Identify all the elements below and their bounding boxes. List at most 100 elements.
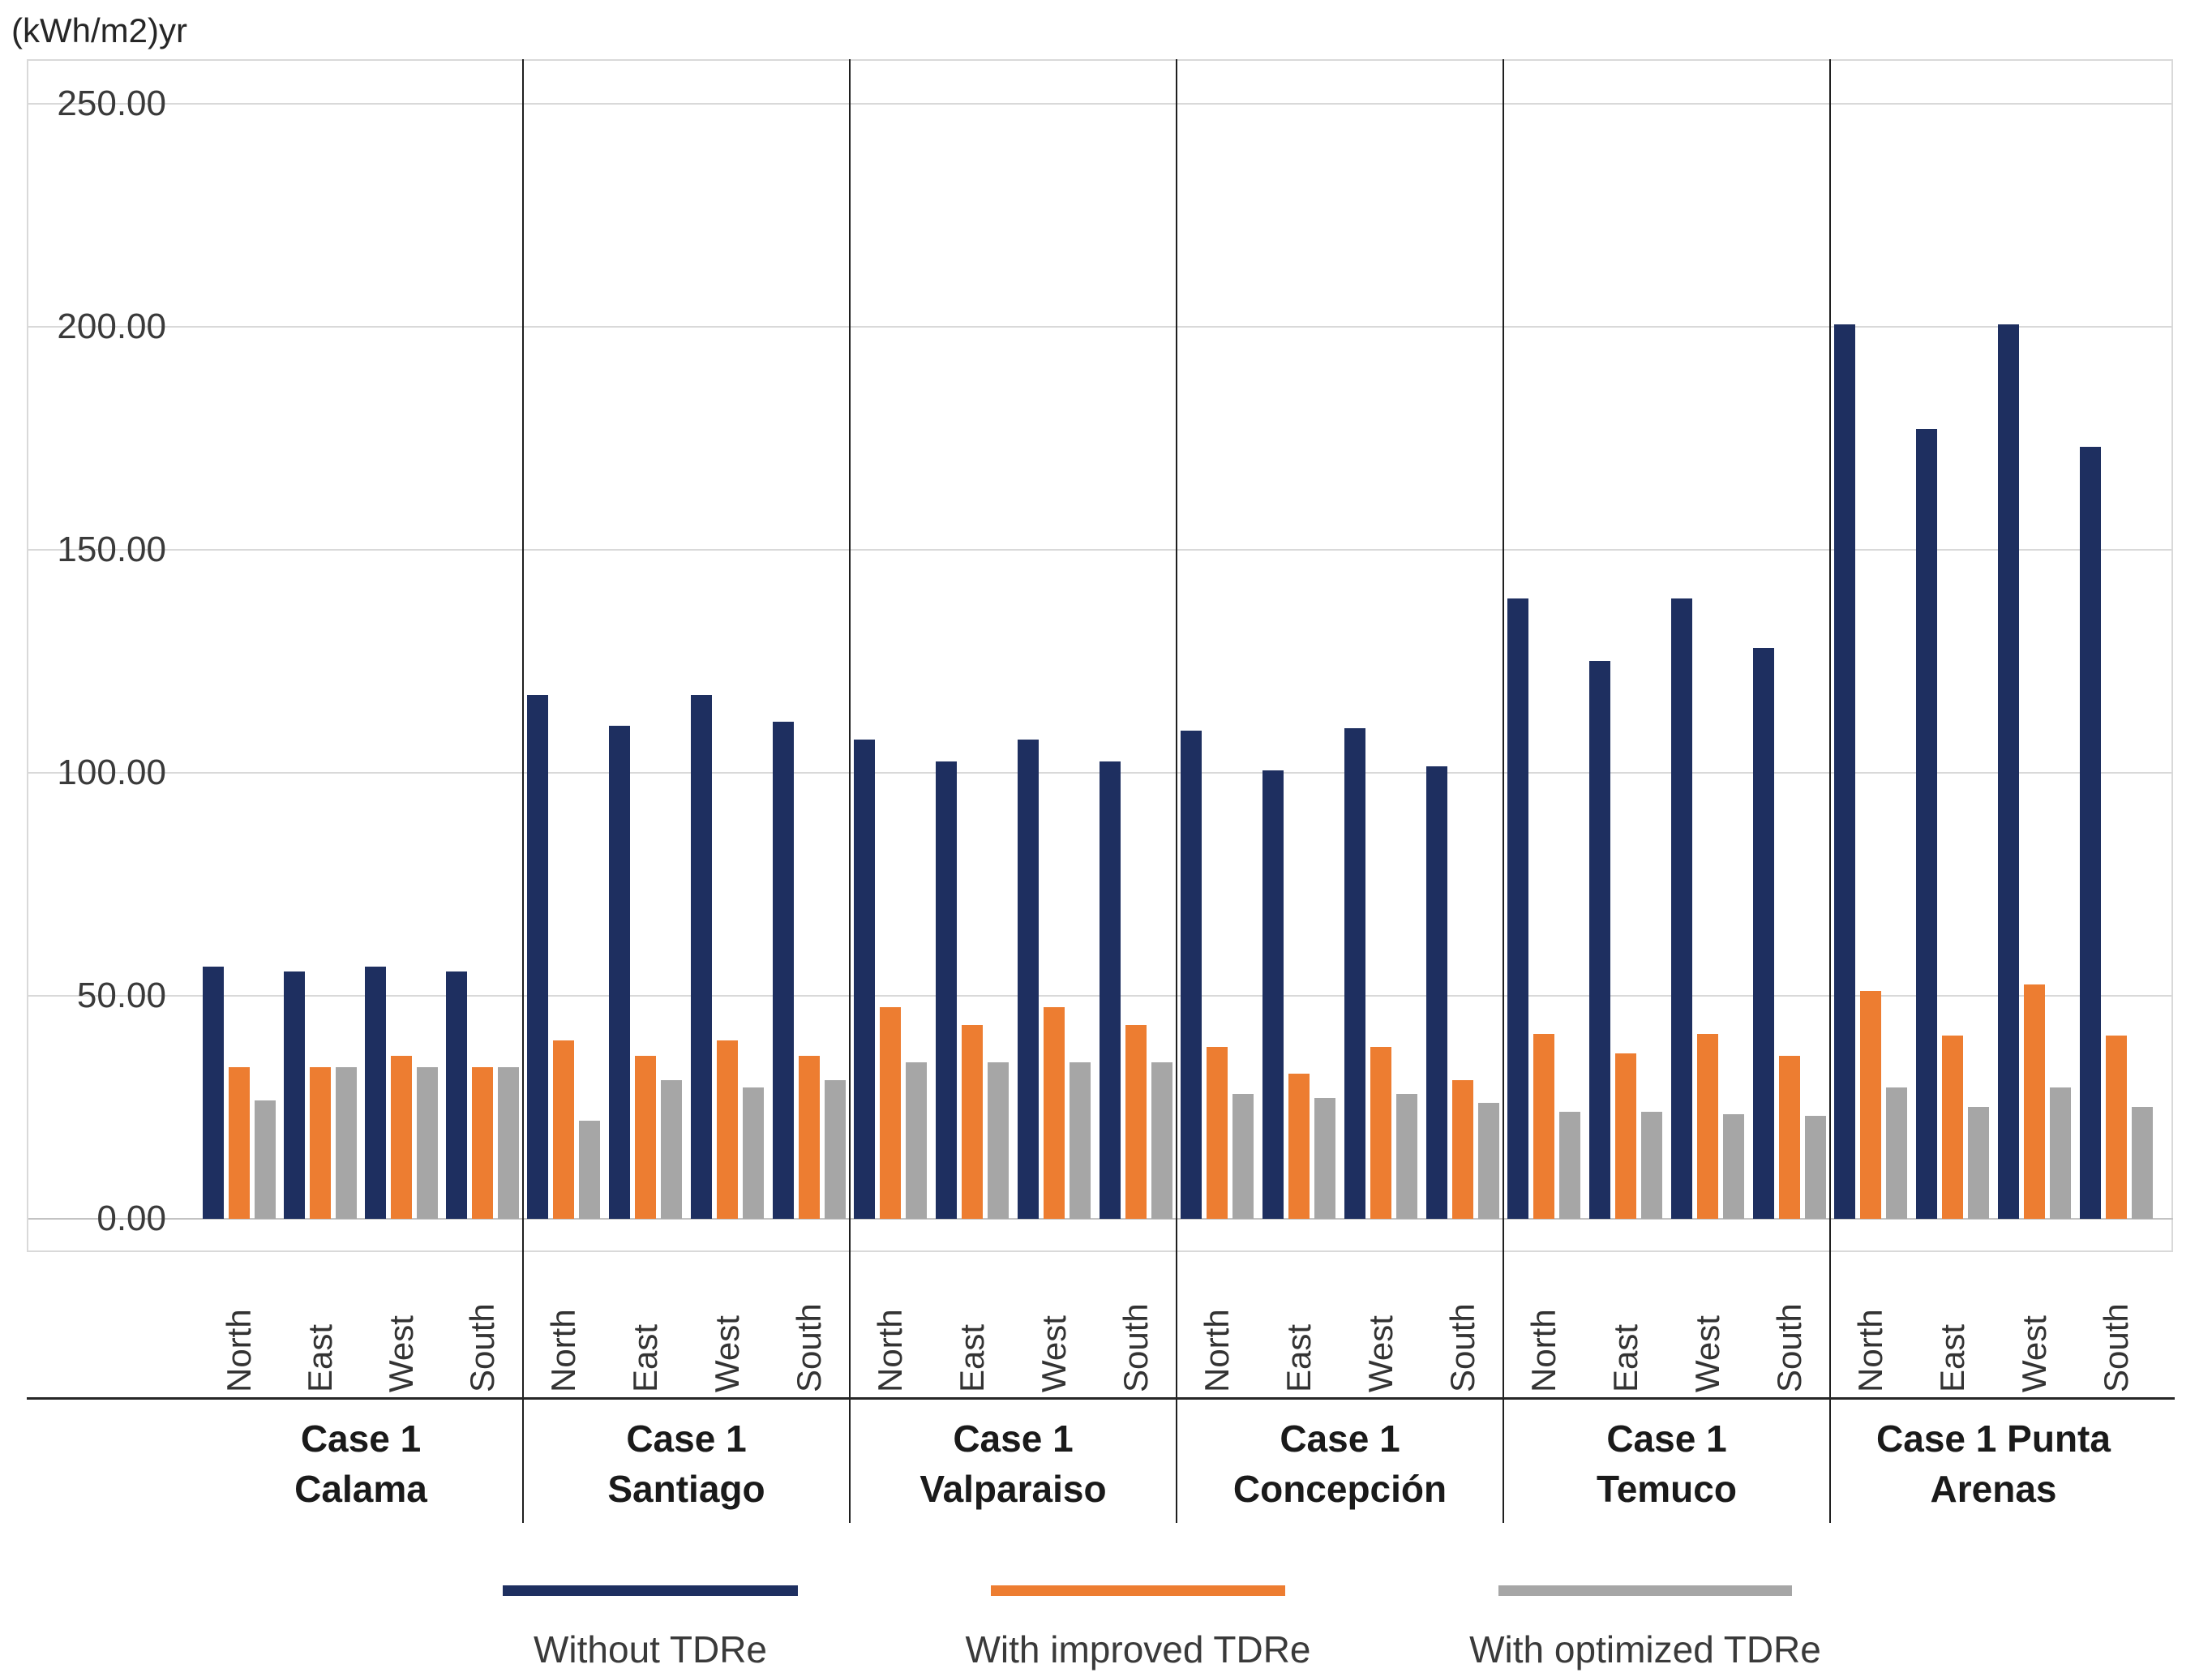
legend-line-with-improved-tdre xyxy=(991,1585,1285,1596)
bar-with-improved-tdre-santiago-west xyxy=(717,1040,738,1219)
bar-without-tdre-temuco-north xyxy=(1507,598,1528,1219)
orientation-label: South xyxy=(1769,1303,1808,1392)
bar-without-tdre-punta-arenas-west xyxy=(1998,324,2019,1219)
group-divider xyxy=(1176,59,1177,1523)
bar-with-optimized-tdre-punta-arenas-west xyxy=(2050,1087,2071,1219)
bar-without-tdre-punta-arenas-east xyxy=(1916,429,1937,1219)
bar-with-optimized-tdre-temuco-south xyxy=(1805,1116,1826,1219)
bar-without-tdre-santiago-east xyxy=(609,726,630,1219)
y-tick-label: 100.00 xyxy=(57,753,166,792)
y-tick-label: 150.00 xyxy=(57,530,166,569)
orientation-label: North xyxy=(220,1309,258,1392)
orientation-label: South xyxy=(2096,1303,2135,1392)
bar-without-tdre-calama-north xyxy=(203,967,224,1219)
bar-with-improved-tdre-calama-south xyxy=(472,1067,493,1219)
bar-with-optimized-tdre-calama-east xyxy=(336,1067,357,1219)
orientation-label: East xyxy=(953,1323,992,1392)
bar-with-optimized-tdre-temuco-east xyxy=(1641,1112,1662,1219)
bar-without-tdre-valparaiso-west xyxy=(1018,740,1039,1219)
bar-without-tdre-calama-south xyxy=(446,971,467,1219)
legend-line-without-tdre xyxy=(503,1585,798,1596)
bar-without-tdre-valparaiso-east xyxy=(936,761,957,1219)
bar-with-improved-tdre-punta-arenas-east xyxy=(1942,1036,1963,1219)
orientation-label: West xyxy=(1687,1315,1726,1392)
bar-without-tdre-valparaiso-north xyxy=(854,740,875,1219)
bar-without-tdre-concepción-south xyxy=(1426,766,1447,1219)
orientation-label: South xyxy=(1116,1303,1155,1392)
bar-without-tdre-concepción-north xyxy=(1181,731,1202,1219)
orientation-label: North xyxy=(871,1309,910,1392)
bar-without-tdre-calama-west xyxy=(365,967,386,1219)
orientation-label: North xyxy=(1851,1309,1890,1392)
bar-with-optimized-tdre-santiago-north xyxy=(579,1121,600,1219)
legend-label-with-optimized-tdre: With optimized TDRe xyxy=(1469,1628,1821,1671)
bar-without-tdre-calama-east xyxy=(284,971,305,1219)
bar-without-tdre-temuco-east xyxy=(1589,661,1610,1219)
y-gridline xyxy=(28,103,2173,105)
bar-with-optimized-tdre-concepción-south xyxy=(1478,1103,1499,1219)
bar-with-optimized-tdre-santiago-east xyxy=(661,1080,682,1219)
y-tick-label: 0.00 xyxy=(96,1199,166,1238)
bar-with-optimized-tdre-concepción-west xyxy=(1396,1094,1417,1219)
group-label-line1: Case 1 Punta xyxy=(1876,1418,2111,1460)
bar-without-tdre-temuco-west xyxy=(1671,598,1692,1219)
y-axis-unit-label: (kWh/m2)yr xyxy=(11,11,187,49)
bar-with-improved-tdre-concepción-north xyxy=(1207,1047,1228,1219)
y-tick-label: 200.00 xyxy=(57,307,166,346)
bar-with-improved-tdre-temuco-north xyxy=(1533,1034,1554,1219)
y-gridline xyxy=(28,326,2173,328)
bar-with-improved-tdre-calama-north xyxy=(229,1067,250,1219)
bar-with-optimized-tdre-valparaiso-south xyxy=(1151,1062,1172,1219)
bar-with-optimized-tdre-concepción-east xyxy=(1314,1098,1335,1219)
bar-without-tdre-temuco-south xyxy=(1753,648,1774,1219)
bar-with-optimized-tdre-temuco-west xyxy=(1723,1114,1744,1219)
bar-with-optimized-tdre-santiago-west xyxy=(743,1087,764,1219)
group-label-line1: Case 1 xyxy=(1280,1418,1400,1460)
orientation-label: West xyxy=(382,1315,420,1392)
y-gridline xyxy=(28,549,2173,551)
group-label-line2: Concepción xyxy=(1232,1468,1447,1510)
bar-with-improved-tdre-punta-arenas-west xyxy=(2024,984,2045,1219)
orientation-label: East xyxy=(1280,1323,1318,1392)
bar-without-tdre-santiago-south xyxy=(773,722,794,1219)
bar-with-optimized-tdre-punta-arenas-east xyxy=(1968,1107,1989,1219)
bar-with-optimized-tdre-punta-arenas-south xyxy=(2132,1107,2153,1219)
bar-with-improved-tdre-calama-east xyxy=(310,1067,331,1219)
group-divider xyxy=(522,59,524,1523)
bar-with-optimized-tdre-valparaiso-north xyxy=(906,1062,927,1219)
bar-with-improved-tdre-valparaiso-south xyxy=(1125,1025,1147,1219)
orientation-label: North xyxy=(1198,1309,1237,1392)
bar-with-improved-tdre-punta-arenas-south xyxy=(2106,1036,2127,1219)
bar-with-improved-tdre-santiago-south xyxy=(799,1056,820,1219)
bar-without-tdre-punta-arenas-south xyxy=(2080,447,2101,1219)
group-label-line2: Calama xyxy=(294,1468,427,1510)
bar-with-optimized-tdre-calama-north xyxy=(255,1100,276,1219)
legend-line-with-optimized-tdre xyxy=(1498,1585,1792,1596)
bar-with-improved-tdre-santiago-north xyxy=(553,1040,574,1219)
orientation-label: West xyxy=(1361,1315,1400,1392)
bar-with-improved-tdre-concepción-east xyxy=(1288,1074,1310,1219)
y-tick-label: 50.00 xyxy=(76,976,166,1015)
orientation-label: East xyxy=(1933,1323,1972,1392)
orientation-label: West xyxy=(1034,1315,1073,1392)
bar-without-tdre-concepción-west xyxy=(1344,728,1365,1219)
bar-with-optimized-tdre-punta-arenas-north xyxy=(1886,1087,1907,1219)
group-label-line2: Valparaiso xyxy=(920,1468,1107,1510)
orientation-label: East xyxy=(1606,1323,1645,1392)
bar-with-optimized-tdre-santiago-south xyxy=(825,1080,846,1219)
bar-without-tdre-punta-arenas-north xyxy=(1834,324,1855,1219)
bar-with-optimized-tdre-calama-west xyxy=(417,1067,438,1219)
bar-with-improved-tdre-santiago-east xyxy=(635,1056,656,1219)
bar-with-optimized-tdre-calama-south xyxy=(498,1067,519,1219)
bar-without-tdre-concepción-east xyxy=(1262,770,1284,1219)
y-gridline xyxy=(28,1218,2173,1220)
group-label-line1: Case 1 xyxy=(953,1418,1074,1460)
bar-with-improved-tdre-valparaiso-west xyxy=(1044,1007,1065,1219)
group-label-line2: Santiago xyxy=(607,1468,765,1510)
orientation-label: South xyxy=(1443,1303,1481,1392)
category-axis-line xyxy=(27,1397,2175,1400)
bar-with-optimized-tdre-valparaiso-west xyxy=(1070,1062,1091,1219)
legend-label-with-improved-tdre: With improved TDRe xyxy=(965,1628,1311,1671)
y-tick-label: 250.00 xyxy=(57,84,166,123)
